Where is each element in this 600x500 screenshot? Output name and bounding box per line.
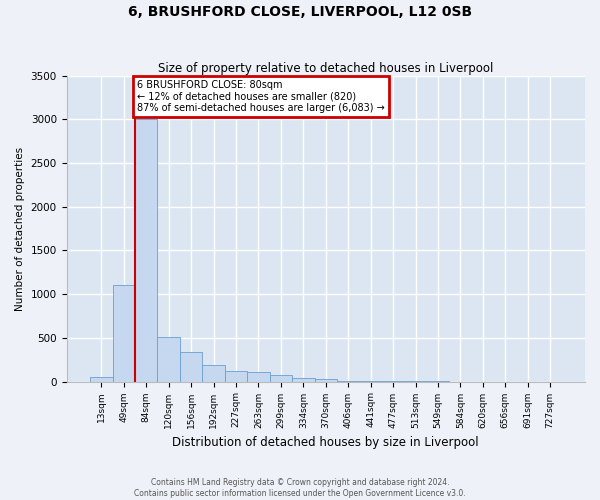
Bar (314, 380, 337, 382)
Bar (157, 337, 180, 382)
Bar (269, 376, 292, 382)
Bar (292, 378, 314, 382)
Bar (225, 371, 247, 382)
Title: Size of property relative to detached houses in Liverpool: Size of property relative to detached ho… (158, 62, 493, 74)
Text: 6 BRUSHFORD CLOSE: 80sqm
← 12% of detached houses are smaller (820)
87% of semi-: 6 BRUSHFORD CLOSE: 80sqm ← 12% of detach… (137, 80, 385, 113)
Bar (202, 366, 225, 382)
Bar (113, 286, 135, 382)
Y-axis label: Number of detached properties: Number of detached properties (15, 146, 25, 310)
Bar (135, 120, 157, 382)
Text: Contains HM Land Registry data © Crown copyright and database right 2024.
Contai: Contains HM Land Registry data © Crown c… (134, 478, 466, 498)
Bar (337, 380, 359, 382)
Bar (90, 377, 113, 382)
Bar (247, 372, 269, 382)
Text: 6, BRUSHFORD CLOSE, LIVERPOOL, L12 0SB: 6, BRUSHFORD CLOSE, LIVERPOOL, L12 0SB (128, 5, 472, 19)
X-axis label: Distribution of detached houses by size in Liverpool: Distribution of detached houses by size … (172, 436, 479, 449)
Bar (180, 352, 202, 382)
